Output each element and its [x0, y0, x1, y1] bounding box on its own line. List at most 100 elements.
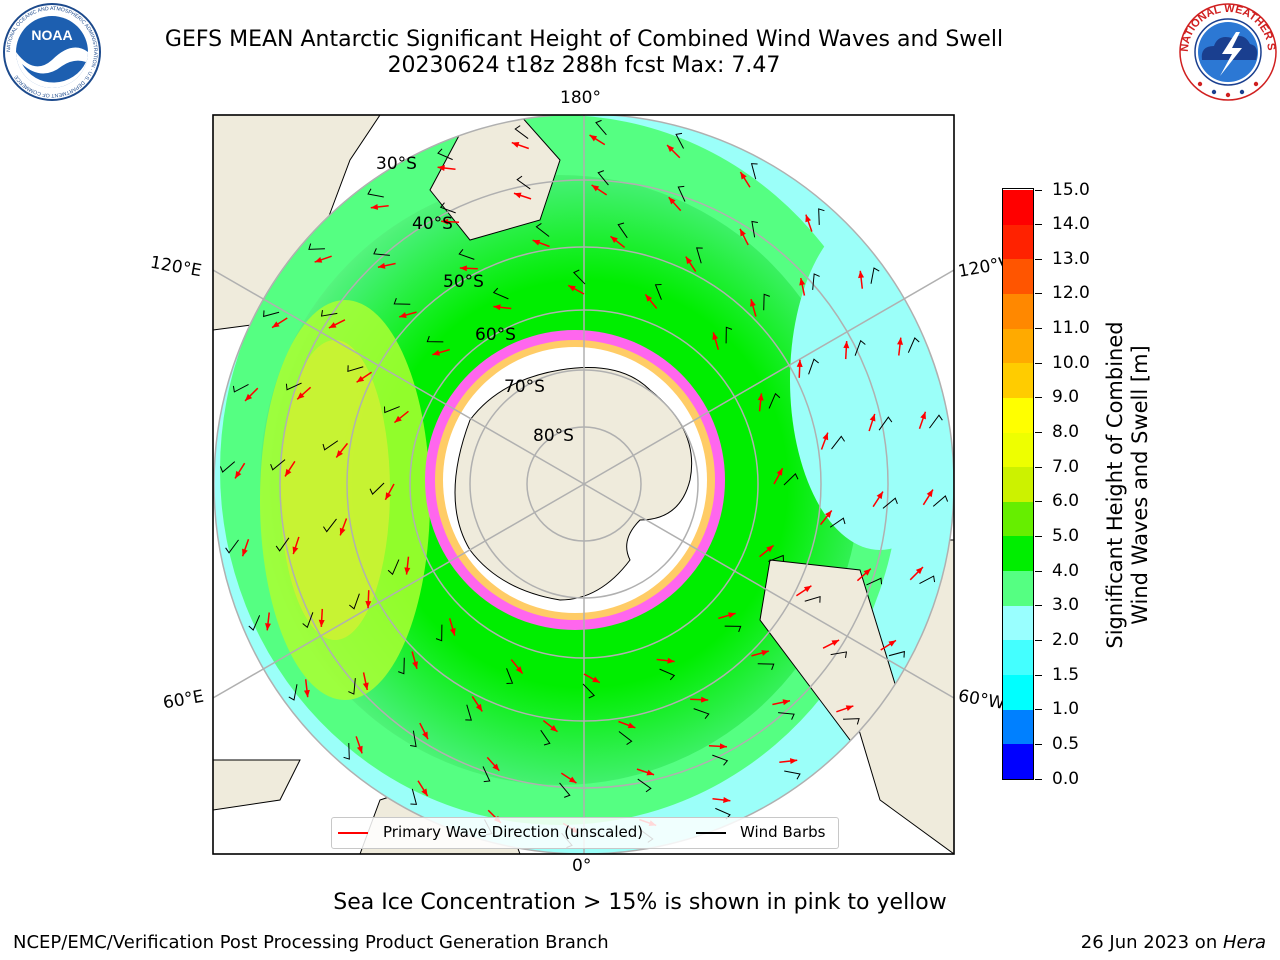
wind-barb	[458, 249, 475, 260]
wind-barb	[812, 273, 820, 290]
colorbar-tick	[1035, 605, 1042, 607]
colorbar-tick-label: 12.0	[1052, 283, 1090, 304]
wind-barb	[426, 335, 444, 343]
wind-barb	[712, 754, 729, 766]
nws-logo: NATIONAL WEATHER SERVICE	[1178, 2, 1277, 101]
wave-arrow	[708, 743, 727, 750]
wind-barb	[288, 684, 298, 701]
wind-barb	[768, 554, 785, 562]
wind-barb	[248, 615, 261, 631]
wave-height-map[interactable]: 30°S 40°S 50°S 60°S 70°S 80°S	[212, 114, 956, 856]
lat-label-70s: 70°S	[504, 377, 545, 397]
wave-arrow	[441, 218, 460, 225]
colorbar-tick	[1035, 535, 1042, 537]
wind-barb	[349, 593, 360, 610]
wind-barb	[373, 248, 390, 256]
colorbar-segment	[1003, 293, 1033, 329]
wave-arrow	[836, 705, 854, 713]
wave-arrow	[244, 387, 259, 402]
wave-arrow	[370, 203, 389, 210]
wind-barb	[696, 247, 703, 264]
wave-arrow	[843, 341, 850, 360]
wave-arrow	[328, 319, 346, 329]
colorbar-tick-label: 13.0	[1052, 248, 1090, 269]
wave-arrow	[339, 518, 348, 536]
colorbar-segment	[1003, 501, 1033, 537]
colorbar-tick	[1035, 743, 1042, 745]
wind-barb	[725, 326, 733, 344]
wave-arrow	[591, 184, 608, 196]
wind-barb	[393, 298, 411, 305]
footer-date-text: 26 Jun 2023 on	[1080, 932, 1223, 953]
colorbar-tick	[1035, 362, 1042, 364]
wind-barb	[617, 222, 628, 239]
colorbar-tick	[1035, 709, 1042, 711]
wind-barb	[582, 683, 595, 699]
wave-arrow	[856, 568, 872, 582]
wave-arrow	[532, 239, 550, 248]
noaa-logo-text: NOAA	[31, 27, 72, 43]
wind-barb-legend-line	[696, 832, 726, 834]
colorbar-tick-label: 11.0	[1052, 318, 1090, 339]
wave-arrow	[712, 332, 720, 350]
wave-arrow	[796, 585, 812, 597]
wind-barb	[831, 435, 845, 450]
wave-arrow	[880, 639, 897, 651]
wave-arrow	[560, 772, 577, 784]
wind-barb	[763, 293, 770, 311]
colorbar-tick	[1035, 432, 1042, 434]
wind-barb	[675, 132, 684, 149]
wind-barb	[595, 119, 607, 136]
colorbar-tick-label: 2.0	[1052, 629, 1080, 650]
wind-barb	[768, 392, 781, 409]
footer-credit: NCEP/EMC/Verification Post Processing Pr…	[13, 932, 609, 953]
wave-arrow	[583, 673, 601, 684]
wind-barb	[435, 624, 443, 642]
wind-barb	[866, 577, 883, 586]
chart-subtitle: 20230624 t18z 288h fcst Max: 7.47	[387, 53, 781, 78]
wind-barb	[275, 537, 290, 552]
lat-label-30s: 30°S	[376, 154, 417, 174]
wind-barb	[637, 778, 652, 793]
wave-arrow	[656, 657, 675, 664]
wind-barb	[751, 220, 758, 238]
wave-arrow	[918, 411, 927, 430]
wind-barb	[320, 310, 338, 317]
wave-arrow	[868, 413, 876, 432]
wave-arrow	[356, 371, 372, 383]
colorbar-segment	[1003, 639, 1033, 676]
wind-barb	[347, 365, 364, 372]
wave-arrow	[718, 612, 736, 620]
wind-barb	[882, 497, 898, 509]
colorbar-segment	[1003, 328, 1033, 364]
wind-barb	[285, 382, 302, 391]
colorbar-segment	[1003, 432, 1033, 468]
chart-title: GEFS MEAN Antarctic Significant Height o…	[164, 27, 1004, 52]
colorbar-tick	[1035, 258, 1042, 260]
wind-barb	[724, 625, 742, 633]
wave-arrow	[417, 780, 429, 797]
wind-barb	[540, 729, 551, 746]
colorbar-tick	[1035, 674, 1042, 676]
lat-label-60s: 60°S	[475, 325, 516, 345]
wind-barb	[818, 208, 825, 225]
wind-barb	[932, 495, 949, 507]
lat-label-40s: 40°S	[412, 214, 453, 234]
colorbar-tick-label: 3.0	[1052, 595, 1080, 616]
colorbar-tick	[1035, 778, 1042, 780]
wind-barb	[437, 148, 453, 161]
wind-barb	[323, 518, 337, 533]
wind-barb	[654, 283, 662, 300]
wave-arrow	[384, 483, 395, 501]
wind-barb	[784, 770, 801, 780]
wind-barb	[410, 788, 418, 805]
wave-arrow	[513, 192, 532, 200]
wind-barb	[659, 668, 676, 681]
colorbar-tick-label: 10.0	[1052, 352, 1090, 373]
wave-arrow	[610, 235, 626, 249]
colorbar-title-line1: Significant Height of Combined	[1103, 321, 1127, 649]
footer-host: Hera	[1222, 932, 1266, 953]
wave-arrow	[393, 410, 409, 424]
wind-barb	[302, 612, 314, 629]
wave-arrow	[668, 196, 682, 212]
